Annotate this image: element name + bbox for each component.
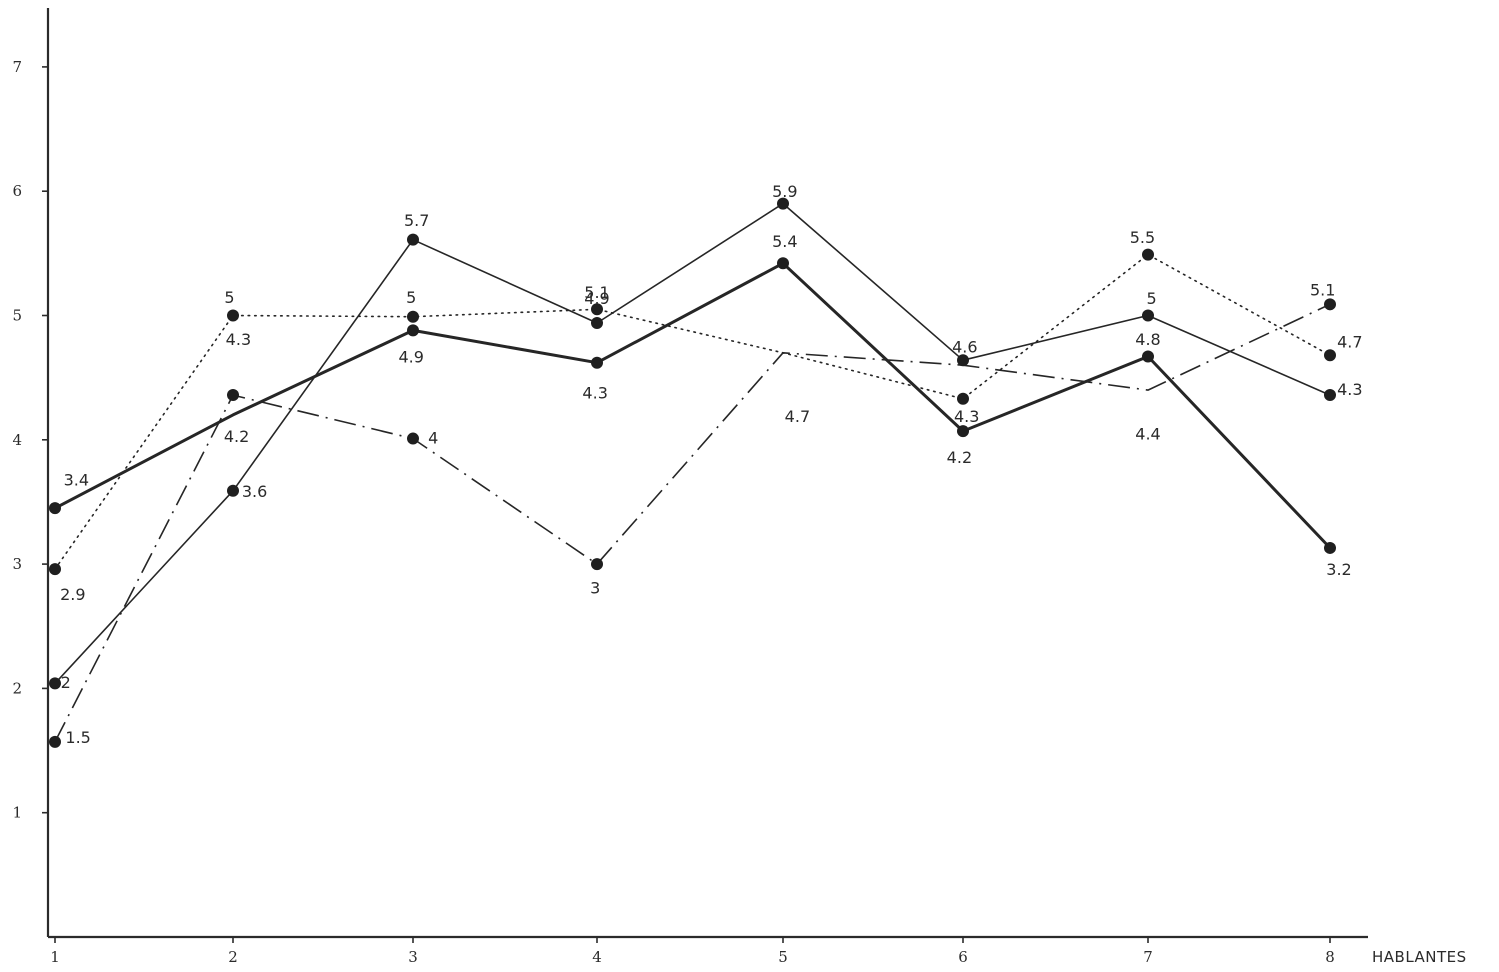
series-line-thick-solid: [55, 263, 1330, 548]
data-point: [957, 393, 969, 405]
data-label: 4.7: [1337, 333, 1362, 352]
data-label: 5: [224, 288, 234, 307]
data-point: [49, 677, 61, 689]
data-point: [591, 558, 603, 570]
data-point: [49, 563, 61, 575]
data-point: [49, 736, 61, 748]
x-axis-title: HABLANTES: [1372, 948, 1467, 966]
data-point: [407, 324, 419, 336]
data-point: [591, 357, 603, 369]
data-point: [1142, 249, 1154, 261]
data-label: 4.2: [224, 427, 249, 446]
x-tick-label: 4: [592, 948, 602, 966]
data-label: 5.9: [772, 182, 797, 201]
data-point: [1324, 389, 1336, 401]
axes: 1 2 3 4 5 6 7 1 2 3 4 5 6 7 8: [12, 8, 1368, 966]
series-line-dotted: [55, 255, 1330, 569]
data-label-layer: 3.44.24.94.35.44.24.83.223.65.74.95.94.6…: [60, 182, 1362, 747]
series-layer: [55, 204, 1330, 742]
data-label: 4.6: [952, 338, 977, 357]
series-line-dash-dot: [55, 304, 1330, 742]
data-label: 4.3: [226, 330, 251, 349]
x-tick-label: 7: [1143, 948, 1153, 966]
data-label: 4.8: [1135, 330, 1160, 349]
data-point: [227, 389, 239, 401]
marker-layer: [49, 198, 1336, 748]
data-point: [407, 311, 419, 323]
data-point: [1324, 298, 1336, 310]
y-tick-label: 1: [12, 804, 22, 822]
data-point: [777, 257, 789, 269]
data-point: [957, 425, 969, 437]
data-label: 2: [61, 673, 71, 692]
data-point: [1142, 310, 1154, 322]
y-tick-label: 6: [12, 182, 22, 200]
x-tick-label: 3: [408, 948, 418, 966]
data-label: 4.3: [1337, 380, 1362, 399]
data-label: 2.9: [60, 585, 85, 604]
data-label: 4.4: [1135, 425, 1160, 444]
data-label: 4.9: [398, 348, 423, 367]
data-label: 4: [428, 428, 438, 447]
data-label: 3.6: [242, 482, 267, 501]
y-tick-label: 4: [12, 431, 22, 449]
y-tick-label: 3: [12, 555, 22, 573]
data-label: 5.1: [584, 283, 609, 302]
data-label: 5.1: [1310, 280, 1335, 299]
data-label: 1.5: [65, 728, 90, 747]
data-label: 4.2: [947, 448, 972, 467]
x-tick-label: 8: [1325, 948, 1335, 966]
data-label: 5.5: [1130, 228, 1155, 247]
data-label: 5: [1147, 289, 1157, 308]
data-label: 4.7: [785, 407, 810, 426]
data-point: [1324, 542, 1336, 554]
data-point: [1142, 351, 1154, 363]
x-tick-label: 6: [958, 948, 968, 966]
data-point: [1324, 349, 1336, 361]
data-label: 3: [590, 579, 600, 598]
data-point: [227, 485, 239, 497]
x-tick-label: 1: [50, 948, 60, 966]
data-label: 3.2: [1326, 560, 1351, 579]
y-tick-label: 2: [12, 679, 22, 697]
data-point: [49, 502, 61, 514]
data-label: 5.7: [404, 211, 429, 230]
data-point: [407, 234, 419, 246]
data-point: [227, 310, 239, 322]
data-point: [591, 317, 603, 329]
y-tick-label: 7: [12, 58, 22, 76]
data-point: [407, 433, 419, 445]
data-label: 5: [406, 288, 416, 307]
data-label: 4.3: [582, 384, 607, 403]
y-tick-label: 5: [12, 307, 22, 325]
data-label: 5.4: [772, 232, 797, 251]
data-label: 3.4: [64, 471, 89, 490]
x-tick-label: 5: [778, 948, 788, 966]
data-label: 4.3: [954, 407, 979, 426]
x-tick-label: 2: [228, 948, 238, 966]
